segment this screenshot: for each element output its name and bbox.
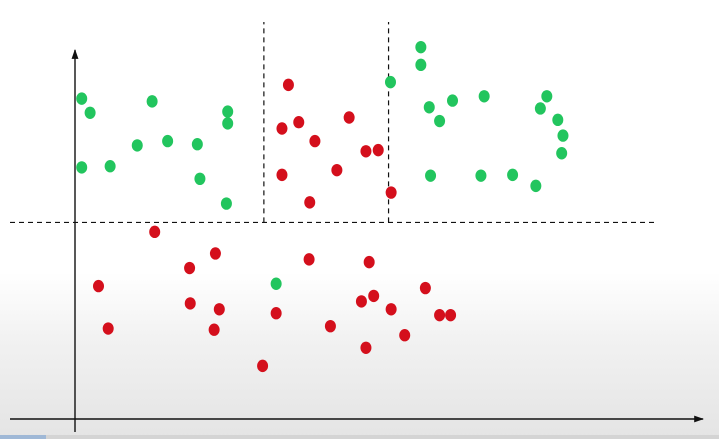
red-point bbox=[385, 303, 397, 316]
red-point bbox=[276, 168, 288, 182]
red-point bbox=[303, 253, 315, 266]
green-point bbox=[194, 172, 206, 186]
red-point bbox=[331, 163, 343, 177]
green-point bbox=[76, 161, 88, 174]
red-point bbox=[213, 303, 225, 316]
green-point bbox=[84, 106, 96, 119]
red-point bbox=[209, 247, 221, 260]
green-point bbox=[222, 117, 234, 130]
green-point bbox=[270, 277, 282, 290]
red-point bbox=[93, 279, 105, 293]
taskbar-strip bbox=[0, 435, 719, 439]
green-point bbox=[475, 169, 487, 182]
green-point bbox=[220, 197, 232, 210]
red-point bbox=[360, 341, 372, 354]
red-point bbox=[399, 329, 411, 342]
green-point bbox=[222, 105, 234, 118]
green-point bbox=[478, 90, 490, 103]
green-point bbox=[534, 102, 546, 115]
green-point bbox=[415, 58, 427, 72]
green-point bbox=[384, 75, 396, 89]
green-point bbox=[146, 95, 158, 108]
red-point bbox=[445, 308, 457, 322]
green-point bbox=[131, 139, 143, 152]
green-point bbox=[423, 101, 435, 114]
red-point bbox=[360, 145, 372, 158]
green-point bbox=[434, 114, 446, 128]
green-point bbox=[507, 168, 519, 182]
red-point bbox=[293, 116, 305, 129]
green-point bbox=[530, 179, 542, 193]
red-point bbox=[434, 308, 446, 322]
red-point bbox=[270, 307, 282, 320]
red-point bbox=[208, 323, 220, 336]
green-point bbox=[425, 169, 437, 182]
green-point bbox=[552, 113, 564, 127]
green-point bbox=[541, 90, 553, 103]
green-point bbox=[415, 40, 427, 54]
taskbar-accent bbox=[0, 435, 46, 439]
red-point bbox=[102, 322, 114, 335]
data-points bbox=[76, 40, 569, 373]
red-point bbox=[184, 261, 196, 275]
green-point bbox=[76, 92, 88, 105]
red-point bbox=[282, 78, 294, 92]
green-point bbox=[557, 129, 569, 142]
green-point bbox=[162, 134, 174, 148]
red-point bbox=[309, 134, 321, 148]
green-point bbox=[447, 94, 459, 107]
red-point bbox=[385, 186, 397, 199]
red-point bbox=[419, 281, 431, 295]
red-point bbox=[368, 289, 380, 303]
red-point bbox=[276, 122, 288, 135]
green-point bbox=[556, 147, 568, 160]
red-point bbox=[355, 295, 367, 308]
red-point bbox=[363, 255, 375, 269]
partition-dividers bbox=[10, 22, 656, 224]
red-point bbox=[257, 359, 269, 373]
red-point bbox=[324, 319, 336, 333]
green-point bbox=[191, 138, 203, 151]
red-point bbox=[149, 225, 161, 239]
red-point bbox=[184, 297, 196, 310]
red-point bbox=[343, 111, 355, 124]
red-point bbox=[372, 143, 384, 157]
red-point bbox=[304, 196, 316, 209]
green-point bbox=[104, 160, 116, 173]
